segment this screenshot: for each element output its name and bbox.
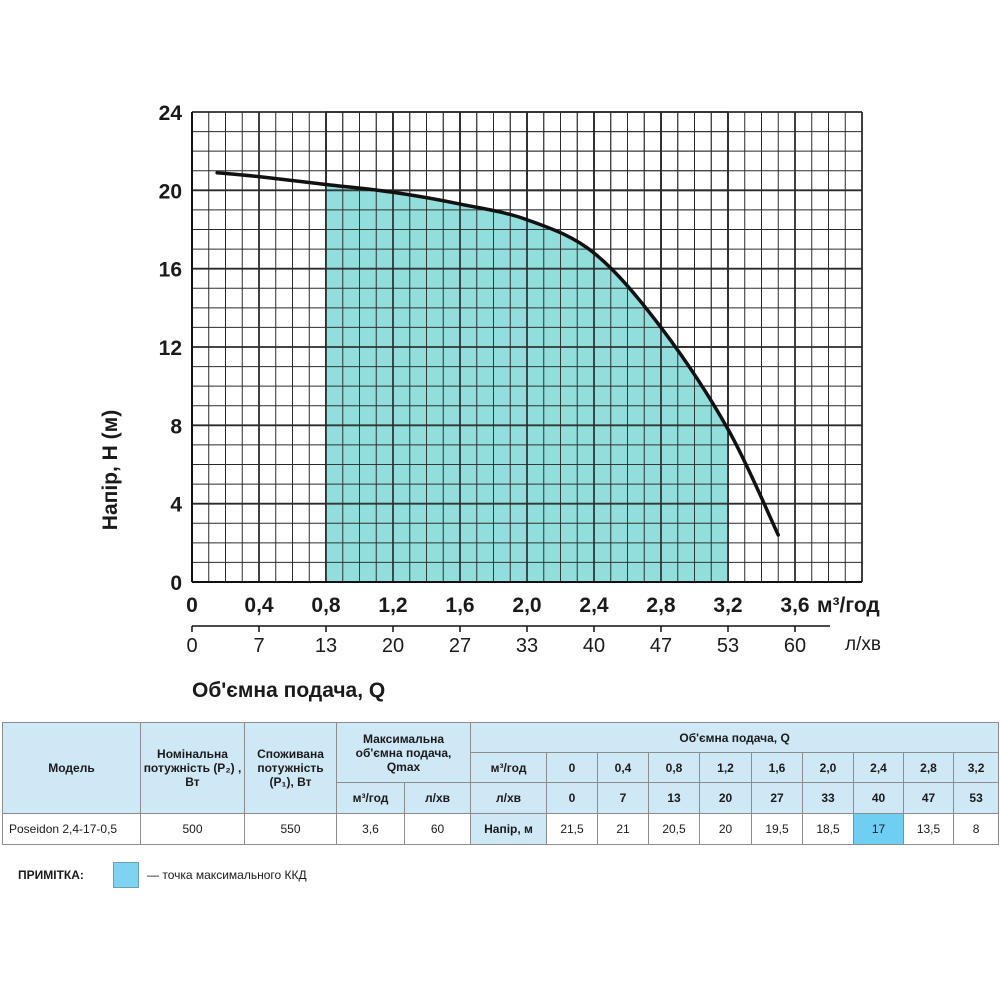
- head-value-cell: 20: [699, 813, 753, 845]
- x-tick-label-lmin: 33: [516, 635, 538, 657]
- x-tick-label-m3: 3,6: [780, 594, 809, 617]
- y-axis-title-group: Напір, Н (м): [99, 410, 122, 530]
- x-tick-label-m3: 2,4: [579, 594, 609, 617]
- flow-m3-label: м³/год: [470, 752, 548, 783]
- flow-lmin-label: л/хв: [470, 782, 548, 814]
- flow-lmin-cell: 40: [853, 782, 905, 814]
- max-flow-lmin-value: 60: [403, 813, 472, 845]
- note: ПРИМІТКА: — точка максимального ККД: [18, 862, 307, 888]
- y-tick-label: 24: [159, 102, 183, 125]
- flow-lmin-cell: 27: [751, 782, 804, 814]
- y-tick-label: 0: [170, 572, 182, 595]
- y-tick-label: 8: [170, 415, 182, 438]
- y-tick-label: 16: [159, 259, 182, 282]
- header-model: Модель: [2, 722, 141, 814]
- x-tick-label-lmin: 53: [717, 635, 739, 657]
- efficiency-zone: [325, 111, 729, 583]
- head-value-cell: 8: [953, 813, 1000, 845]
- max-flow-lmin-header: л/хв: [403, 782, 472, 814]
- head-curve: [215, 170, 780, 537]
- flow-lmin-cell: 33: [802, 782, 855, 814]
- x-tick-label-lmin: 60: [784, 635, 806, 657]
- head-value-cell: 18,5: [802, 813, 855, 845]
- head-value-cell: 13,5: [903, 813, 955, 845]
- x-tick-label-m3: 2,0: [512, 594, 541, 617]
- chart-axes: 0 4 8 12 16 20 24 0 0,4 0,8 1,2 1,6 2,0 2,4 2,8 3,2 3,6 м…: [159, 102, 881, 657]
- note-text: — точка максимального ККД: [147, 868, 307, 882]
- flow-lmin-cell: 13: [648, 782, 701, 814]
- header-max-flow: Максимальна об'ємна подача, Qmax: [335, 722, 472, 783]
- flow-m3-cell: 1,6: [751, 752, 804, 783]
- head-curve-line: [215, 170, 780, 537]
- flow-lmin-cell: 53: [953, 782, 1000, 814]
- head-value-cell: 19,5: [751, 813, 804, 845]
- max-flow-m3-value: 3,6: [336, 813, 405, 845]
- header-consumed-power: Споживана потужність (P₁), Вт: [244, 722, 337, 814]
- x-tick-label-m3: 0,4: [244, 594, 274, 617]
- x-tick-label-lmin: 0: [186, 635, 197, 657]
- y-tick-label: 4: [170, 494, 182, 517]
- x-tick-label-lmin: 40: [583, 635, 605, 657]
- max-efficiency-swatch: [113, 862, 139, 888]
- header-flow-title: Об'ємна подача, Q: [470, 722, 1000, 753]
- header-nominal-power: Номінальна потужність (P₂) , Вт: [140, 722, 245, 814]
- flow-m3-cell: 0,4: [597, 752, 650, 783]
- x-tick-label-m3: 1,2: [378, 594, 407, 617]
- flow-m3-cell: 1,2: [699, 752, 753, 783]
- note-label: ПРИМІТКА:: [18, 868, 84, 882]
- flow-m3-cell: 2,4: [853, 752, 905, 783]
- x-tick-label-lmin: 7: [253, 635, 264, 657]
- flow-m3-cell: 2,8: [903, 752, 955, 783]
- head-value-cell: 21,5: [546, 813, 599, 845]
- flow-m3-cell: 0,8: [648, 752, 701, 783]
- spec-table: Модель Номінальна потужність (P₂) , Вт С…: [2, 722, 1000, 845]
- model-name: Poseidon 2,4-17-0,5: [2, 813, 141, 845]
- consumed-power-value: 550: [244, 813, 337, 845]
- x-axis-title: Об'ємна подача, Q: [192, 679, 385, 702]
- flow-m3-cell: 3,2: [953, 752, 1000, 783]
- head-value-cell: 20,5: [648, 813, 701, 845]
- x-tick-label-m3: 1,6: [445, 594, 474, 617]
- flow-lmin-cell: 47: [903, 782, 955, 814]
- y-axis-title: Напір, Н (м): [99, 410, 122, 530]
- x-tick-label-m3: 3,2: [713, 594, 742, 617]
- x-unit-m3: м³/год: [817, 594, 880, 617]
- flow-m3-cell: 0: [546, 752, 599, 783]
- x-tick-label-lmin: 20: [382, 635, 404, 657]
- max-flow-m3-header: м³/год: [336, 782, 405, 814]
- x-unit-lmin: л/хв: [845, 634, 881, 655]
- y-tick-label: 12: [159, 337, 182, 360]
- nominal-power-value: 500: [140, 813, 245, 845]
- pump-curve-chart: 0 4 8 12 16 20 24 0 0,4 0,8 1,2 1,6 2,0 2,4 2,8 3,2 3,6 м…: [99, 102, 881, 702]
- x-tick-label-m3: 2,8: [646, 594, 676, 617]
- x-tick-label-lmin: 47: [650, 635, 672, 657]
- flow-lmin-cell: 20: [699, 782, 753, 814]
- head-value-cell: 17: [853, 813, 905, 845]
- head-value-cell: 21: [597, 813, 650, 845]
- x-tick-label-lmin: 27: [449, 635, 471, 657]
- flow-m3-cell: 2,0: [802, 752, 855, 783]
- flow-lmin-cell: 0: [546, 782, 599, 814]
- x-tick-label-lmin: 13: [315, 635, 337, 657]
- y-tick-label: 20: [159, 180, 182, 203]
- head-label: Напір, м: [470, 813, 548, 845]
- x-tick-label-m3: 0,8: [311, 594, 341, 617]
- x-tick-label-m3: 0: [186, 594, 198, 617]
- flow-lmin-cell: 7: [597, 782, 650, 814]
